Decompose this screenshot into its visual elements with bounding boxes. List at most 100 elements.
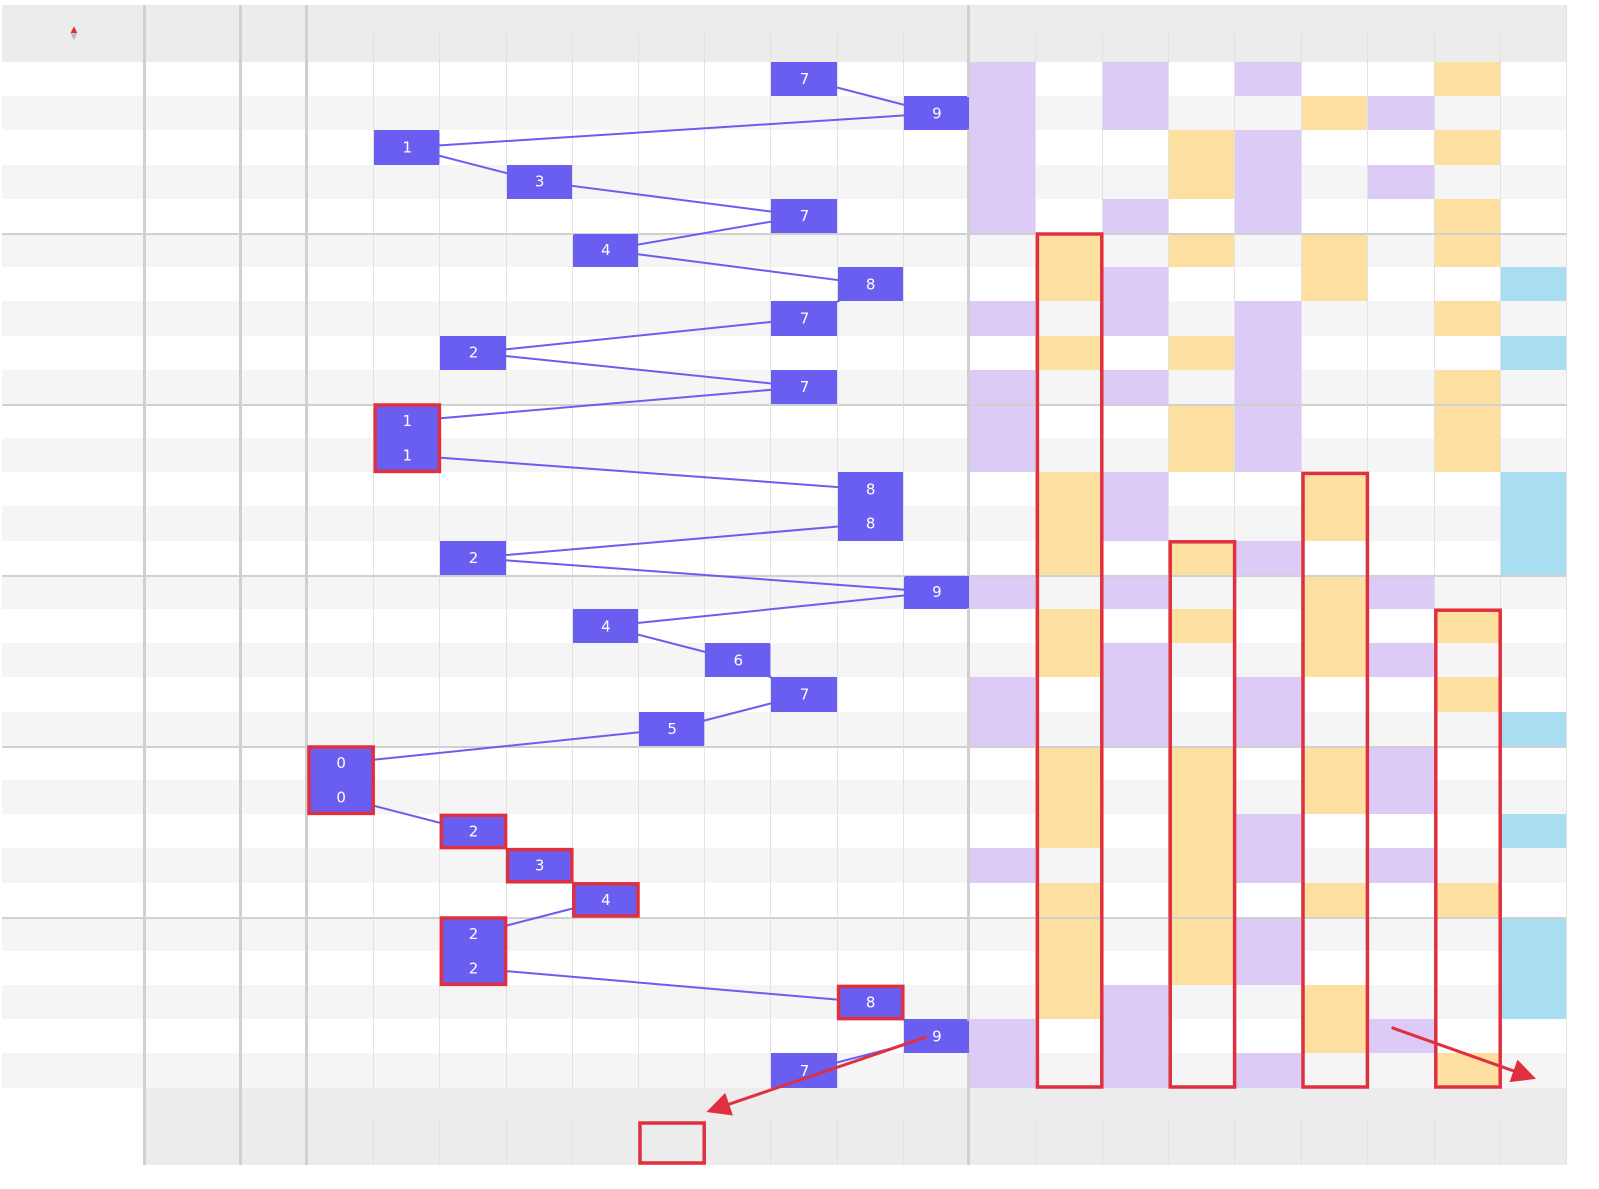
form-cell [1036,950,1103,986]
form-cell [1301,198,1369,233]
footer-form-label[interactable] [969,1119,1037,1165]
footer-digit[interactable] [903,1119,970,1165]
miss-count-cell [572,677,639,712]
period-cell [2,916,146,951]
miss-count-cell [903,62,970,97]
form-cell [1301,130,1369,165]
form-cell [1501,232,1568,268]
form-cell [1169,438,1236,473]
miss-count-cell [705,130,772,165]
form-cell [1368,882,1435,917]
form-cell [1102,403,1170,439]
footer-form-label[interactable] [1169,1119,1236,1165]
form-cell [1368,96,1435,131]
tens-cell [242,369,308,404]
form-cell [1036,916,1103,951]
form-cell [1235,1053,1302,1088]
miss-count-cell [638,1053,706,1088]
form-cell [1434,301,1501,336]
footer-digit[interactable] [837,1119,904,1165]
form-cell [969,643,1037,678]
period-cell [2,779,146,815]
miss-count-cell [506,985,573,1020]
period-cell [2,711,146,746]
miss-count-cell [572,506,639,541]
miss-count-cell [572,848,639,883]
form-label-header [1169,33,1236,62]
form-header [969,5,1568,33]
miss-count-cell [837,916,904,951]
miss-count-cell [506,814,573,849]
form-cell [1036,96,1103,131]
miss-count-cell [638,438,706,473]
footer-form-label[interactable] [1102,1119,1170,1165]
form-cell [1235,232,1302,268]
miss-count-cell [771,232,838,268]
footer-digit[interactable] [374,1119,441,1165]
form-cell [1169,882,1236,917]
miss-count-cell [308,369,375,404]
form-cell [1501,609,1568,644]
miss-count-cell [506,472,573,507]
form-cell [1036,609,1103,644]
miss-count-cell [837,130,904,165]
tens-cell [242,198,308,233]
period-header[interactable]: ▲ ▼ [2,5,146,62]
footer-digit[interactable] [440,1119,507,1165]
footer-digit[interactable] [638,1119,706,1165]
form-cell [969,62,1037,97]
form-cell [1102,96,1170,131]
miss-count-cell [705,574,772,609]
form-cell [1434,267,1501,302]
form-cell [1434,96,1501,131]
footer-form-label[interactable] [1368,1119,1435,1165]
footer-digit[interactable] [506,1119,573,1165]
form-cell [1235,164,1302,199]
footer-form-label[interactable] [1036,1119,1103,1165]
form-cell [1434,950,1501,986]
footer-trend-title [308,1087,970,1120]
form-cell [1434,232,1501,268]
form-cell [1235,745,1302,780]
footer-digit[interactable] [705,1119,772,1165]
footer-form-label[interactable] [1501,1119,1568,1165]
form-cell [1036,369,1103,404]
form-cell [1368,1019,1435,1054]
tens-cell [242,609,308,644]
tens-cell [242,130,308,165]
form-cell [1501,950,1568,986]
footer-digit[interactable] [308,1119,375,1165]
form-cell [1301,779,1369,815]
miss-count-cell [440,472,507,507]
form-cell [1036,848,1103,883]
form-label-header [969,33,1037,62]
footer-form-label[interactable] [1301,1119,1369,1165]
tens-cell [242,574,308,609]
form-cell [1301,814,1369,849]
form-cell [1235,301,1302,336]
form-cell [1235,950,1302,986]
miss-count-cell [440,369,507,404]
form-cell [1434,985,1501,1020]
form-cell [1036,1053,1103,1088]
footer-form-label[interactable] [1434,1119,1501,1165]
number-cell [146,643,242,678]
miss-count-cell [638,301,706,336]
sort-icon[interactable]: ▲ ▼ [70,24,78,42]
form-cell [1102,677,1170,712]
miss-count-cell [638,574,706,609]
form-cell [1235,472,1302,507]
miss-count-cell [771,267,838,302]
form-cell [1301,96,1369,131]
miss-count-cell [903,335,970,370]
form-cell [1235,643,1302,678]
miss-count-cell [638,540,706,575]
miss-count-cell [705,403,772,439]
footer-form-label[interactable] [1235,1119,1302,1165]
number-cell [146,403,242,439]
footer-digit[interactable] [771,1119,838,1165]
form-cell [1102,745,1170,780]
footer-digit[interactable] [572,1119,639,1165]
miss-count-cell [308,1053,375,1088]
form-cell [1102,609,1170,644]
